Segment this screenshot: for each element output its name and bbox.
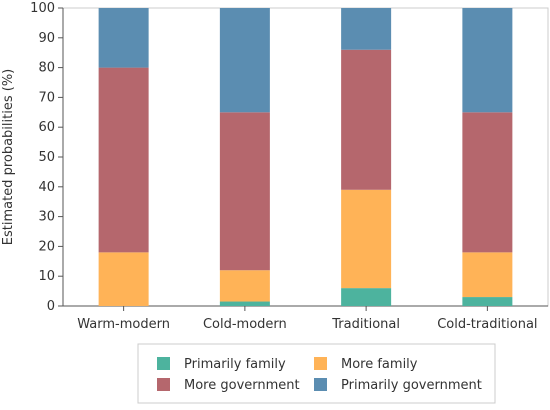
- legend-label: More government: [184, 378, 300, 393]
- bar-segment: [341, 288, 392, 306]
- legend-label: Primarily government: [341, 378, 482, 393]
- y-tick-label: 60: [38, 120, 55, 135]
- legend-label: More family: [341, 357, 418, 372]
- legend-swatch: [314, 357, 327, 370]
- x-tick-label: Cold-modern: [203, 317, 287, 332]
- legend: Primarily family More government More fami…: [137, 343, 496, 404]
- y-axis: 0 10 20 30 40 50 60 70 80 90 100: [30, 1, 63, 314]
- bar-segment: [462, 297, 513, 306]
- legend-label: Primarily family: [184, 357, 286, 372]
- y-tick-label: 20: [38, 239, 55, 254]
- bar-segment: [219, 8, 270, 113]
- bar-segment: [341, 189, 392, 289]
- x-tick-label: Cold-traditional: [437, 317, 537, 332]
- y-tick-label: 40: [38, 180, 55, 195]
- bar-segment: [341, 8, 392, 50]
- legend-swatch: [314, 378, 327, 391]
- x-axis: Warm-modern Cold-modern Traditional Cold-tr…: [77, 306, 538, 332]
- x-tick-label: Traditional: [331, 317, 400, 332]
- bar-segment: [219, 301, 270, 306]
- y-axis-title: Estimated probabilities (%): [1, 69, 16, 245]
- y-tick-label: 10: [38, 269, 55, 284]
- x-tick-label: Warm-modern: [77, 317, 170, 332]
- bar-segment: [98, 252, 149, 306]
- bar-segment: [98, 67, 149, 253]
- legend-swatch: [157, 378, 170, 391]
- bar-segment: [462, 8, 513, 113]
- legend-swatch: [157, 357, 170, 370]
- y-tick-label: 70: [38, 90, 55, 105]
- bar-segment: [98, 8, 149, 68]
- bar-segment: [219, 270, 270, 302]
- y-tick-label: 50: [38, 150, 55, 165]
- bar-segment: [219, 112, 270, 271]
- y-tick-label: 90: [38, 31, 55, 46]
- bars: [98, 8, 513, 306]
- y-tick-label: 80: [38, 61, 55, 76]
- bar-segment: [462, 112, 513, 253]
- bar-segment: [341, 49, 392, 190]
- bar-segment: [462, 252, 513, 298]
- legend-box: [137, 343, 496, 404]
- y-tick-label: 0: [47, 299, 55, 314]
- y-tick-label: 30: [38, 210, 55, 225]
- y-tick-label: 100: [30, 1, 55, 16]
